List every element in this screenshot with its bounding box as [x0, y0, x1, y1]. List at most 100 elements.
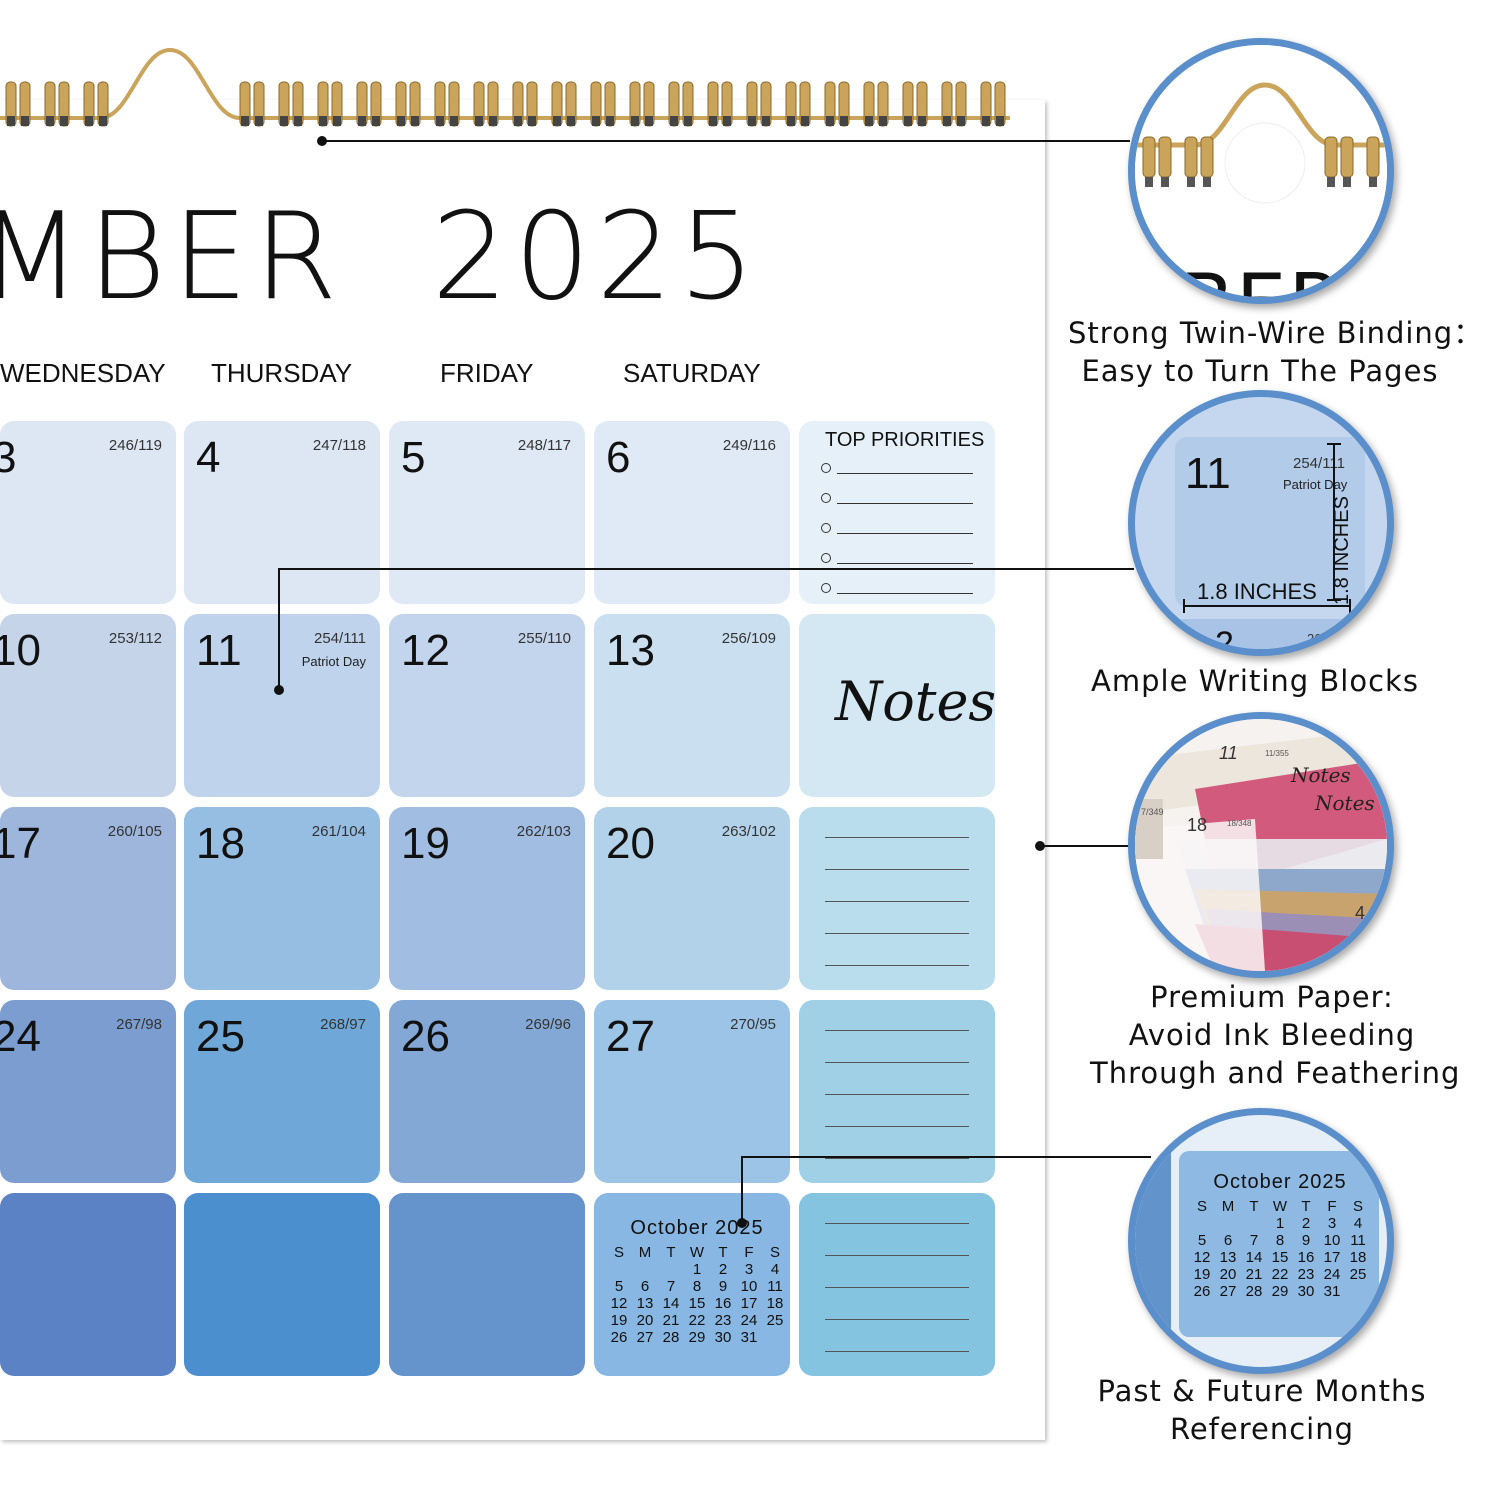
day-cell[interactable]: 12 255/110	[389, 614, 585, 797]
day-number: 6	[606, 433, 631, 482]
top-priorities-title: TOP PRIORITIES	[825, 429, 985, 451]
mini-weekday: S	[769, 1244, 780, 1261]
priority-line[interactable]	[821, 493, 973, 505]
mini-date: 1	[1275, 1215, 1285, 1232]
leader-line	[741, 1156, 1151, 1158]
day-cell[interactable]: 26 269/96	[389, 1000, 585, 1183]
day-of-year: 267/98	[116, 1016, 162, 1033]
mini-date: 30	[714, 1329, 732, 1346]
leader-pin	[737, 1218, 747, 1228]
mini-date: 25	[1349, 1266, 1367, 1283]
mini-date: 26	[610, 1329, 628, 1346]
mini-date: 23	[714, 1312, 732, 1329]
mini-date: 16	[714, 1295, 732, 1312]
weekday-friday: FRIDAY	[440, 358, 534, 388]
note-line	[825, 1158, 969, 1159]
zoom-next-day: 2	[1215, 625, 1234, 656]
leader-line	[278, 568, 1134, 570]
mini-date: 30	[1297, 1283, 1315, 1300]
mini-date: 28	[1245, 1283, 1263, 1300]
zoom-title-fragment: BER	[1179, 257, 1347, 304]
mini-date	[762, 1329, 788, 1346]
empty-day-cell[interactable]	[389, 1193, 585, 1376]
day-number: 26	[401, 1012, 450, 1061]
mini-calendar-october: October 2025 S M T W T F S 1 2 3 4 5 6 7 8 9 10 11 12 13 14 1…	[606, 1217, 788, 1346]
weekday-saturday: SATURDAY	[623, 358, 761, 388]
mini-date: 26	[1193, 1283, 1211, 1300]
priority-line[interactable]	[821, 583, 973, 595]
day-number: 17	[0, 819, 41, 868]
zoom-height-label: 1.8 INCHES	[1331, 496, 1353, 605]
mini-weekday: F	[1327, 1198, 1337, 1215]
day-cell[interactable]: 10 253/112	[0, 614, 176, 797]
mini-date	[1241, 1215, 1267, 1232]
day-cell[interactable]: 13 256/109	[594, 614, 790, 797]
day-cell[interactable]: 27 270/95	[594, 1000, 790, 1183]
day-cell[interactable]: 25 268/97	[184, 1000, 380, 1183]
zoom-paper-corner: 4	[1355, 903, 1366, 923]
day-of-year: 255/110	[517, 630, 571, 647]
leader-line	[741, 1156, 743, 1222]
mini-date: 10	[740, 1278, 758, 1295]
zoom-day-number: 11	[1185, 449, 1231, 498]
note-line	[825, 965, 969, 966]
day-of-year: 253/112	[108, 630, 162, 647]
notes-lines-block[interactable]	[799, 807, 995, 990]
day-cell[interactable]: 5 248/117	[389, 421, 585, 604]
notes-block[interactable]: Notes	[799, 614, 996, 797]
mini-weekday: T	[1301, 1198, 1311, 1215]
day-cell[interactable]: 11 254/111 Patriot Day	[184, 614, 380, 797]
day-number: 25	[196, 1012, 245, 1061]
mini-date: 8	[1275, 1232, 1285, 1249]
mini-date: 1	[692, 1261, 702, 1278]
note-line	[825, 1062, 969, 1063]
day-number: 19	[401, 819, 450, 868]
caption-paper: Premium Paper: Avoid Ink Bleeding Throug…	[1090, 980, 1461, 1090]
mini-date	[1215, 1215, 1241, 1232]
mini-date: 25	[766, 1312, 784, 1329]
mini-weekday: W	[689, 1244, 705, 1261]
mini-date: 29	[1271, 1283, 1289, 1300]
weekday-wednesday: WEDNESDAY	[0, 358, 166, 388]
notes-lines-block[interactable]	[799, 1000, 995, 1183]
priority-line[interactable]	[821, 553, 973, 565]
mini-date: 27	[1219, 1283, 1237, 1300]
day-cell[interactable]: 20 263/102	[594, 807, 790, 990]
mini-date: 31	[1323, 1283, 1341, 1300]
day-cell[interactable]: 18 261/104	[184, 807, 380, 990]
mini-date: 15	[1271, 1249, 1289, 1266]
empty-day-cell[interactable]	[0, 1193, 176, 1376]
zoom-paper-doy1: 11/355	[1265, 749, 1289, 758]
note-line	[825, 1287, 969, 1288]
priority-line[interactable]	[821, 463, 973, 475]
twin-wire-binding	[0, 47, 1010, 150]
day-of-year: 261/104	[311, 823, 366, 840]
mini-date	[606, 1261, 632, 1278]
mini-date: 18	[1349, 1249, 1367, 1266]
mini-calendar-cell: October 2025 S M T W T F S 1 2 3 4 5 6 7 8 9 10 11 12 13 14 1…	[594, 1193, 790, 1376]
mini-date: 16	[1297, 1249, 1315, 1266]
mini-date: 4	[770, 1261, 780, 1278]
day-cell[interactable]: 19 262/103	[389, 807, 585, 990]
mini-date: 15	[688, 1295, 706, 1312]
zoom-paper-notes-a: Notes	[1291, 763, 1351, 787]
mini-date: 8	[692, 1278, 702, 1295]
top-priorities-block[interactable]: TOP PRIORITIES	[799, 421, 995, 604]
day-cell[interactable]: 4 247/118	[184, 421, 380, 604]
zoom-doy: 254/111	[1293, 455, 1345, 472]
day-number: 27	[606, 1012, 655, 1061]
weekday-thursday: THURSDAY	[211, 358, 353, 388]
day-cell[interactable]: 17 260/105	[0, 807, 176, 990]
zoom-paper-doy-left: 7/349	[1141, 807, 1164, 817]
day-of-year: 247/118	[312, 437, 366, 454]
day-cell[interactable]: 6 249/116	[594, 421, 790, 604]
mini-date: 12	[1193, 1249, 1211, 1266]
mini-weekday: W	[1272, 1198, 1288, 1215]
empty-day-cell[interactable]	[184, 1193, 380, 1376]
mini-date: 11	[767, 1278, 783, 1295]
day-cell[interactable]: 3 246/119	[0, 421, 176, 604]
mini-date: 12	[610, 1295, 628, 1312]
priority-line[interactable]	[821, 523, 973, 535]
day-cell[interactable]: 24 267/98	[0, 1000, 176, 1183]
notes-lines-block[interactable]	[799, 1193, 995, 1376]
